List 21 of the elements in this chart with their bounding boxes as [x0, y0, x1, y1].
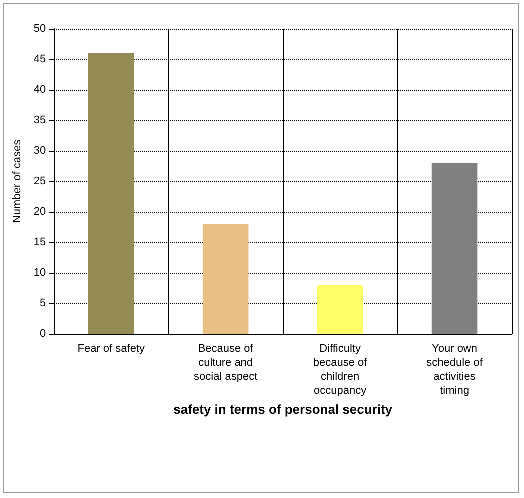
bar: [432, 163, 478, 334]
x-tick-label: Difficulty because of children occupancy: [313, 343, 368, 397]
y-tick-label: 40: [34, 84, 46, 96]
y-tick-label: 5: [40, 298, 46, 310]
y-tick-label: 45: [34, 54, 46, 66]
y-tick-label: 35: [34, 114, 46, 126]
bar: [317, 285, 364, 334]
bar: [88, 53, 134, 334]
y-tick-label: 50: [34, 23, 46, 35]
x-tick-label: Fear of safety: [78, 343, 146, 355]
x-tick-label: Your own schedule of activities timing: [426, 343, 484, 397]
y-tick-label: 20: [34, 206, 46, 218]
y-tick-label: 10: [34, 267, 46, 279]
y-tick-label: 15: [34, 236, 46, 248]
bar: [202, 224, 249, 334]
x-axis-title: safety in terms of personal security: [174, 402, 394, 417]
x-tick-label: Because of culture and social aspect: [194, 343, 258, 383]
y-axis-title: Number of cases: [12, 139, 24, 224]
y-tick-label: 30: [34, 145, 46, 157]
y-tick-label: 25: [34, 176, 46, 188]
y-tick-label: 0: [40, 328, 46, 340]
